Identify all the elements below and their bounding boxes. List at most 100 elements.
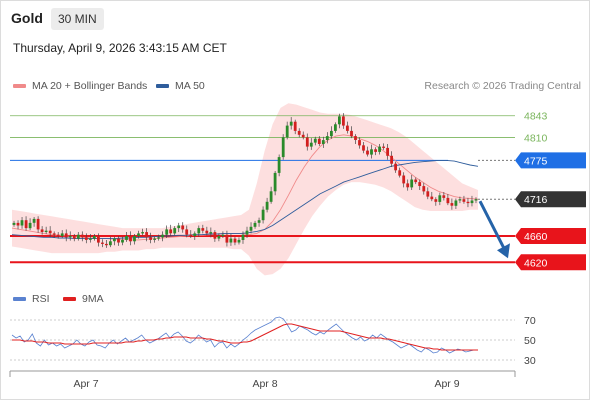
level-text-4775: 4775	[524, 155, 548, 167]
candle	[101, 239, 104, 248]
level-box-4716	[515, 191, 586, 208]
candle	[458, 196, 462, 204]
candle	[161, 231, 164, 242]
candle-body	[301, 134, 305, 138]
candle-body	[48, 230, 52, 234]
legend-9ma: 9MA	[63, 293, 104, 305]
candle	[217, 233, 221, 242]
candle-body	[342, 116, 345, 126]
candle-body	[241, 234, 245, 240]
candle	[354, 134, 357, 144]
candle	[342, 113, 345, 129]
candle-body	[40, 229, 44, 232]
candle	[221, 231, 225, 238]
candle	[173, 226, 177, 236]
candle-body	[20, 220, 24, 226]
candle	[293, 119, 297, 135]
candle-body	[474, 199, 478, 201]
candle	[157, 234, 160, 241]
legend-rsi-label: RSI	[32, 293, 50, 305]
candle-body	[189, 234, 193, 236]
candle	[382, 143, 385, 150]
candle-body	[213, 232, 217, 239]
candle-body	[209, 232, 213, 234]
datetime-label: Thursday, April 9, 2026 3:43:15 AM CET	[13, 41, 227, 55]
bollinger-band	[12, 103, 478, 276]
candle-body	[370, 149, 373, 155]
candle-body	[64, 233, 68, 238]
legend-ma20-swatch	[13, 84, 26, 89]
candle	[117, 236, 120, 246]
candle-body	[185, 229, 189, 235]
timeframe-badge[interactable]: 30 MIN	[51, 8, 104, 30]
candle-body	[181, 225, 185, 230]
candle	[84, 233, 88, 244]
candle	[72, 234, 76, 242]
candle-body	[169, 229, 173, 234]
candle-body	[458, 199, 462, 201]
candle	[317, 136, 321, 146]
candle	[281, 134, 285, 160]
candle-body	[68, 236, 72, 238]
candle-body	[225, 234, 229, 243]
candle-body	[470, 200, 474, 204]
candle-body	[426, 191, 430, 197]
candle	[454, 198, 458, 210]
candle	[109, 236, 112, 248]
candle-body	[145, 232, 148, 238]
legend-rsi-swatch	[13, 297, 26, 302]
candle	[225, 230, 229, 247]
bollinger-band-layer	[12, 103, 478, 276]
candle-body	[321, 140, 325, 144]
candle	[269, 186, 273, 204]
candle-body	[121, 239, 124, 243]
candle-body	[72, 236, 76, 239]
candle-body	[92, 236, 96, 239]
candle-body	[450, 203, 454, 206]
candle-body	[394, 163, 397, 171]
candle	[406, 179, 410, 191]
candle	[346, 121, 349, 134]
candle	[181, 222, 185, 233]
candle	[153, 236, 156, 243]
candle	[414, 177, 418, 185]
candle-body	[269, 191, 273, 202]
candle-body	[88, 238, 92, 240]
candle	[133, 234, 136, 245]
candle-body	[289, 121, 293, 126]
candle-body	[52, 233, 56, 235]
candle	[36, 216, 40, 233]
candle-body	[161, 234, 164, 238]
candle-body	[233, 238, 237, 243]
candle-body	[414, 179, 418, 183]
candle-body	[273, 172, 277, 192]
candle-body	[253, 222, 257, 227]
candle	[434, 197, 438, 206]
candle-body	[113, 238, 116, 242]
candle	[261, 206, 265, 224]
candle-body	[430, 196, 434, 200]
candle-body	[285, 125, 289, 138]
legend-9ma-swatch	[63, 297, 76, 302]
x-tick-apr-7: Apr 7	[73, 378, 98, 390]
candle	[374, 147, 377, 156]
level-text-4843: 4843	[524, 111, 548, 123]
candle	[193, 231, 197, 240]
candle-body	[137, 233, 140, 236]
candle-body	[60, 233, 64, 236]
candle-body	[133, 236, 136, 242]
candle-body	[76, 234, 80, 239]
candle-body	[56, 234, 60, 236]
candle	[76, 232, 80, 241]
candle	[426, 187, 430, 200]
candle-body	[165, 229, 169, 235]
candle	[12, 220, 16, 227]
candle	[145, 228, 148, 242]
candle-body	[193, 233, 197, 236]
candle-body	[305, 137, 309, 147]
candle	[462, 195, 466, 204]
level-text-4620: 4620	[524, 257, 548, 269]
candle	[321, 136, 325, 148]
candle-body	[313, 138, 317, 143]
